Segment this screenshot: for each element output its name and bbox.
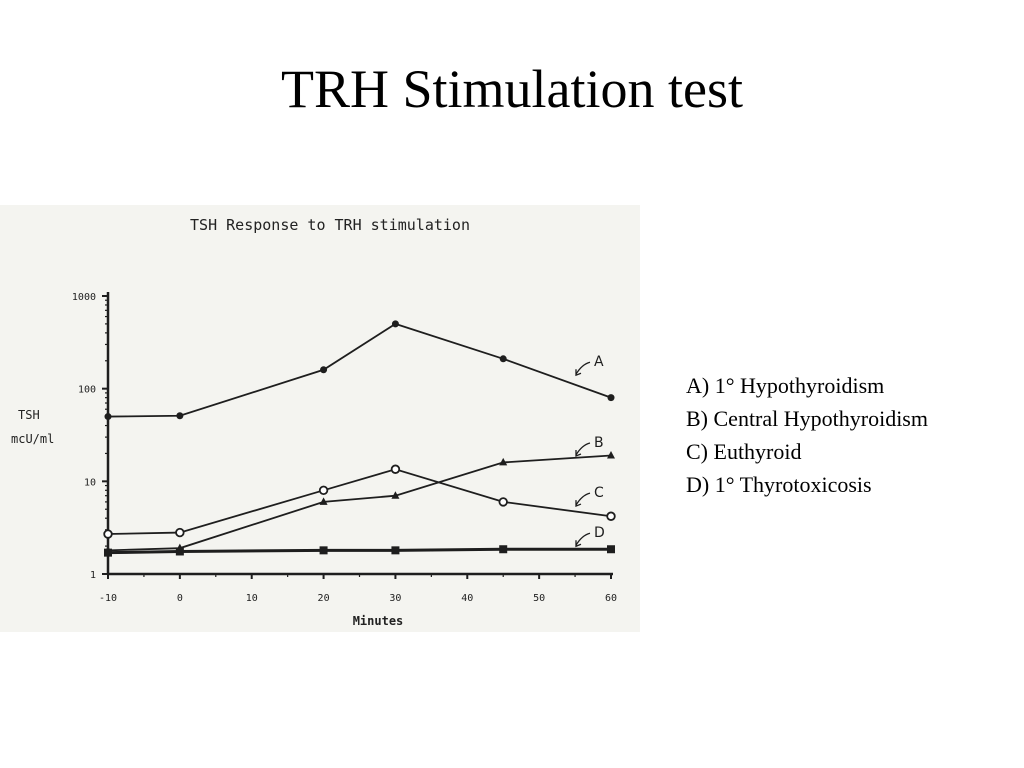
series-b-point-4 xyxy=(499,457,508,466)
x-tick-label-10: 10 xyxy=(246,593,258,604)
x-tick-label-20: 20 xyxy=(318,593,330,604)
y-tick-label-1: 1 xyxy=(90,570,96,581)
chart-panel: TSH Response to TRH stimulation TSH mcU/… xyxy=(0,205,640,632)
series-c-point-1 xyxy=(175,527,185,538)
slide-title: TRH Stimulation test xyxy=(280,59,743,119)
series-b-line xyxy=(107,454,612,552)
series-b-label: B xyxy=(594,435,604,451)
plot-area: A B C D xyxy=(103,320,616,557)
series-b-point-3 xyxy=(391,491,400,499)
series-d-pointer-head xyxy=(575,540,582,548)
series-c: C xyxy=(103,464,616,539)
series-d-label: D xyxy=(594,525,605,541)
series-c-point-0 xyxy=(103,529,113,539)
series-b-point-5 xyxy=(607,451,615,459)
x-tick-label-60: 60 xyxy=(605,593,617,604)
x-tick-label-50: 50 xyxy=(533,593,545,604)
series-c-point-4 xyxy=(498,497,508,507)
series-c-pointer-head xyxy=(575,500,582,508)
x-tick-label-0: 0 xyxy=(177,593,183,604)
series-d-line xyxy=(107,547,611,555)
x-tick-label-30: 30 xyxy=(389,593,401,604)
series-d-point-3 xyxy=(391,546,400,555)
series-a: A xyxy=(104,320,615,421)
series-a-point-2 xyxy=(320,366,328,374)
series-c-label: C xyxy=(594,485,604,501)
series-a-pointer xyxy=(575,361,591,375)
series-b-pointer xyxy=(575,442,591,456)
series-b-pointer-head xyxy=(575,449,582,457)
series-b-point-2 xyxy=(319,497,328,505)
axes: 1 10 100 1000 -10 0 10 20 30 40 50 60 xyxy=(72,292,617,604)
series-d: D xyxy=(104,525,615,557)
series-c-point-2 xyxy=(318,485,329,496)
diagnosis-legend: A) 1° Hypothyroidism B) Central Hypothyr… xyxy=(686,369,928,501)
series-c-point-3 xyxy=(390,464,401,474)
series-d-point-4 xyxy=(499,545,508,554)
series-c-line xyxy=(107,468,612,535)
x-tick-label--10: -10 xyxy=(99,593,117,604)
series-d-point-1 xyxy=(175,547,184,556)
series-d-point-0 xyxy=(104,548,112,557)
series-c-pointer xyxy=(575,492,591,506)
series-c-point-5 xyxy=(606,511,616,521)
series-a-point-0 xyxy=(104,413,112,421)
x-tick-label-40: 40 xyxy=(461,593,473,604)
tsh-response-chart: TSH Response to TRH stimulation TSH mcU/… xyxy=(11,216,617,628)
y-axis-label-line-2: mcU/ml xyxy=(11,432,54,446)
legend-item-a: A) 1° Hypothyroidism xyxy=(686,373,885,398)
series-a-point-1 xyxy=(176,412,184,420)
y-tick-label-100: 100 xyxy=(78,385,96,396)
series-a-pointer-head xyxy=(575,369,582,377)
legend-item-c: C) Euthyroid xyxy=(686,439,802,464)
series-a-point-3 xyxy=(391,320,399,328)
series-a-line xyxy=(107,322,612,418)
series-a-point-4 xyxy=(499,355,507,363)
series-a-point-5 xyxy=(607,394,615,402)
x-axis-label: Minutes xyxy=(353,614,404,628)
series-d-point-5 xyxy=(607,545,615,554)
series-a-label: A xyxy=(594,354,604,370)
y-axis-label-line-1: TSH xyxy=(18,408,40,422)
y-tick-label-1000: 1000 xyxy=(72,292,96,303)
legend-item-d: D) 1° Thyrotoxicosis xyxy=(686,472,872,497)
series-d-pointer xyxy=(575,532,591,546)
y-tick-label-10: 10 xyxy=(84,477,96,488)
series-d-point-2 xyxy=(319,546,328,555)
legend-item-b: B) Central Hypothyroidism xyxy=(686,406,928,431)
chart-title: TSH Response to TRH stimulation xyxy=(190,216,470,234)
